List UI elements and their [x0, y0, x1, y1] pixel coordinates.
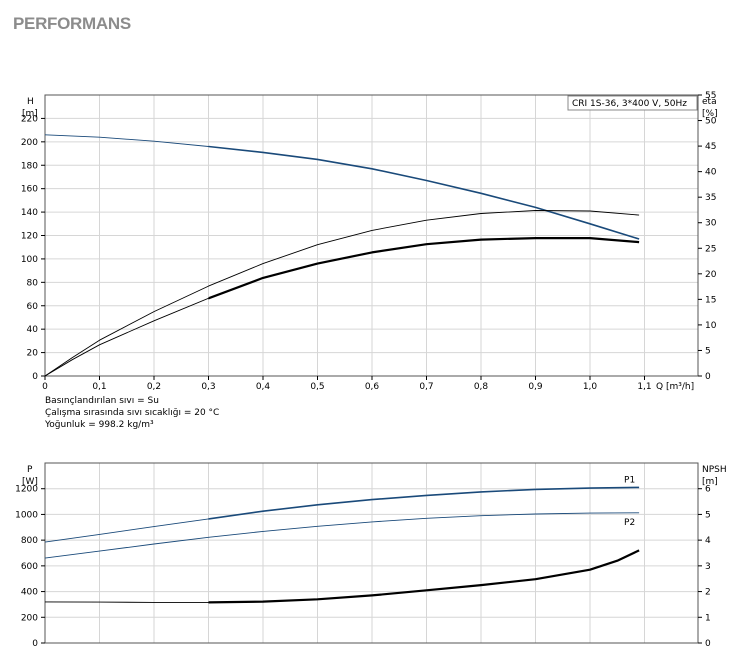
x-tick-label: 0,6 [365, 382, 380, 392]
y-right-axis-label: eta [702, 97, 717, 107]
series-line-p1 [208, 486, 640, 520]
y-left-tick-label: 120 [21, 232, 38, 242]
x-tick-label: 1,1 [637, 382, 651, 392]
y-left-tick-label: 800 [21, 536, 38, 546]
x-tick-label: 0 [42, 382, 48, 392]
series-line-2-3-extended [44, 601, 209, 603]
x-tick-label: 0,2 [147, 382, 161, 392]
y-right-axis-label: NPSH [702, 465, 727, 475]
series-label-p1: P1 [624, 475, 635, 485]
y-left-axis-label: P [27, 465, 33, 475]
series-line-1-1 [208, 145, 640, 240]
y-right-axis-unit: [%] [702, 109, 718, 119]
y-left-axis-label: H [27, 97, 34, 107]
y-right-tick-label: 2 [705, 588, 711, 598]
y-left-tick-label: 160 [21, 185, 38, 195]
y-right-axis-unit: [m] [702, 477, 718, 487]
condition-fluid: Basınçlandırılan sıvı = Su [45, 396, 159, 406]
x-tick-label: 1,0 [583, 382, 598, 392]
page-heading: PERFORMANS [13, 14, 131, 33]
y-right-tick-label: 35 [705, 193, 716, 203]
y-right-tick-label: 45 [705, 142, 716, 152]
y-left-tick-label: 20 [27, 349, 39, 359]
y-right-tick-label: 4 [705, 536, 711, 546]
y-left-tick-label: 140 [21, 208, 38, 218]
y-right-tick-label: 5 [705, 510, 711, 520]
legend-box-text: CRI 1S-36, 3*400 V, 50Hz [572, 99, 687, 109]
y-right-tick-label: 1 [705, 613, 711, 623]
y-right-tick-label: 0 [705, 639, 711, 649]
x-tick-label: 0,9 [528, 382, 543, 392]
y-right-tick-label: 40 [705, 168, 717, 178]
series-line-1-1-extended [44, 134, 209, 147]
y-right-tick-label: 30 [705, 219, 717, 229]
series-line-1-3-extended [44, 297, 209, 377]
x-tick-label: 0,7 [419, 382, 433, 392]
y-left-tick-label: 200 [21, 613, 38, 623]
series-line-p1-extended [44, 518, 209, 543]
legend-box [567, 95, 698, 111]
y-left-tick-label: 400 [21, 588, 38, 598]
y-left-tick-label: 200 [21, 138, 38, 148]
x-tick-label: 0,3 [201, 382, 215, 392]
x-tick-label: 0,8 [474, 382, 489, 392]
y-left-tick-label: 60 [27, 302, 39, 312]
y-right-tick-label: 5 [705, 346, 711, 356]
y-left-tick-label: 40 [27, 325, 39, 335]
series-line-p2 [44, 512, 640, 559]
series-line-1-3 [208, 237, 640, 300]
x-tick-label: 0,1 [92, 382, 106, 392]
y-right-tick-label: 0 [705, 372, 711, 382]
series-line-1-2 [44, 210, 640, 377]
y-left-tick-label: 80 [27, 278, 39, 288]
condition-density: Yoğunluk = 998.2 kg/m³ [45, 420, 154, 430]
y-left-tick-label: 0 [32, 372, 38, 382]
y-left-tick-label: 220 [21, 114, 38, 124]
y-right-tick-label: 6 [705, 485, 711, 495]
y-left-tick-label: 1200 [15, 485, 38, 495]
y-left-axis-unit: [m] [22, 109, 38, 119]
condition-temperature: Çalışma sırasında sıvı sıcaklığı = 20 °C [45, 408, 220, 418]
y-left-tick-label: 100 [21, 255, 38, 265]
y-right-tick-label: 3 [705, 562, 711, 572]
y-left-tick-label: 0 [32, 639, 38, 649]
y-right-tick-label: 55 [705, 91, 716, 101]
y-right-tick-label: 10 [705, 321, 717, 331]
y-right-tick-label: 15 [705, 295, 716, 305]
x-axis-label: Q [m³/h] [656, 382, 694, 392]
y-right-tick-label: 25 [705, 244, 716, 254]
y-left-tick-label: 1000 [15, 510, 38, 520]
y-right-tick-label: 20 [705, 270, 717, 280]
y-left-tick-label: 180 [21, 161, 38, 171]
series-label-p2: P2 [624, 518, 635, 528]
plot-frame [44, 462, 699, 644]
x-tick-label: 0,4 [256, 382, 271, 392]
y-left-tick-label: 600 [21, 562, 38, 572]
y-left-axis-unit: [W] [22, 477, 38, 487]
series-line-2-3 [208, 549, 640, 604]
x-tick-label: 0,5 [310, 382, 324, 392]
y-right-tick-label: 50 [705, 117, 717, 127]
